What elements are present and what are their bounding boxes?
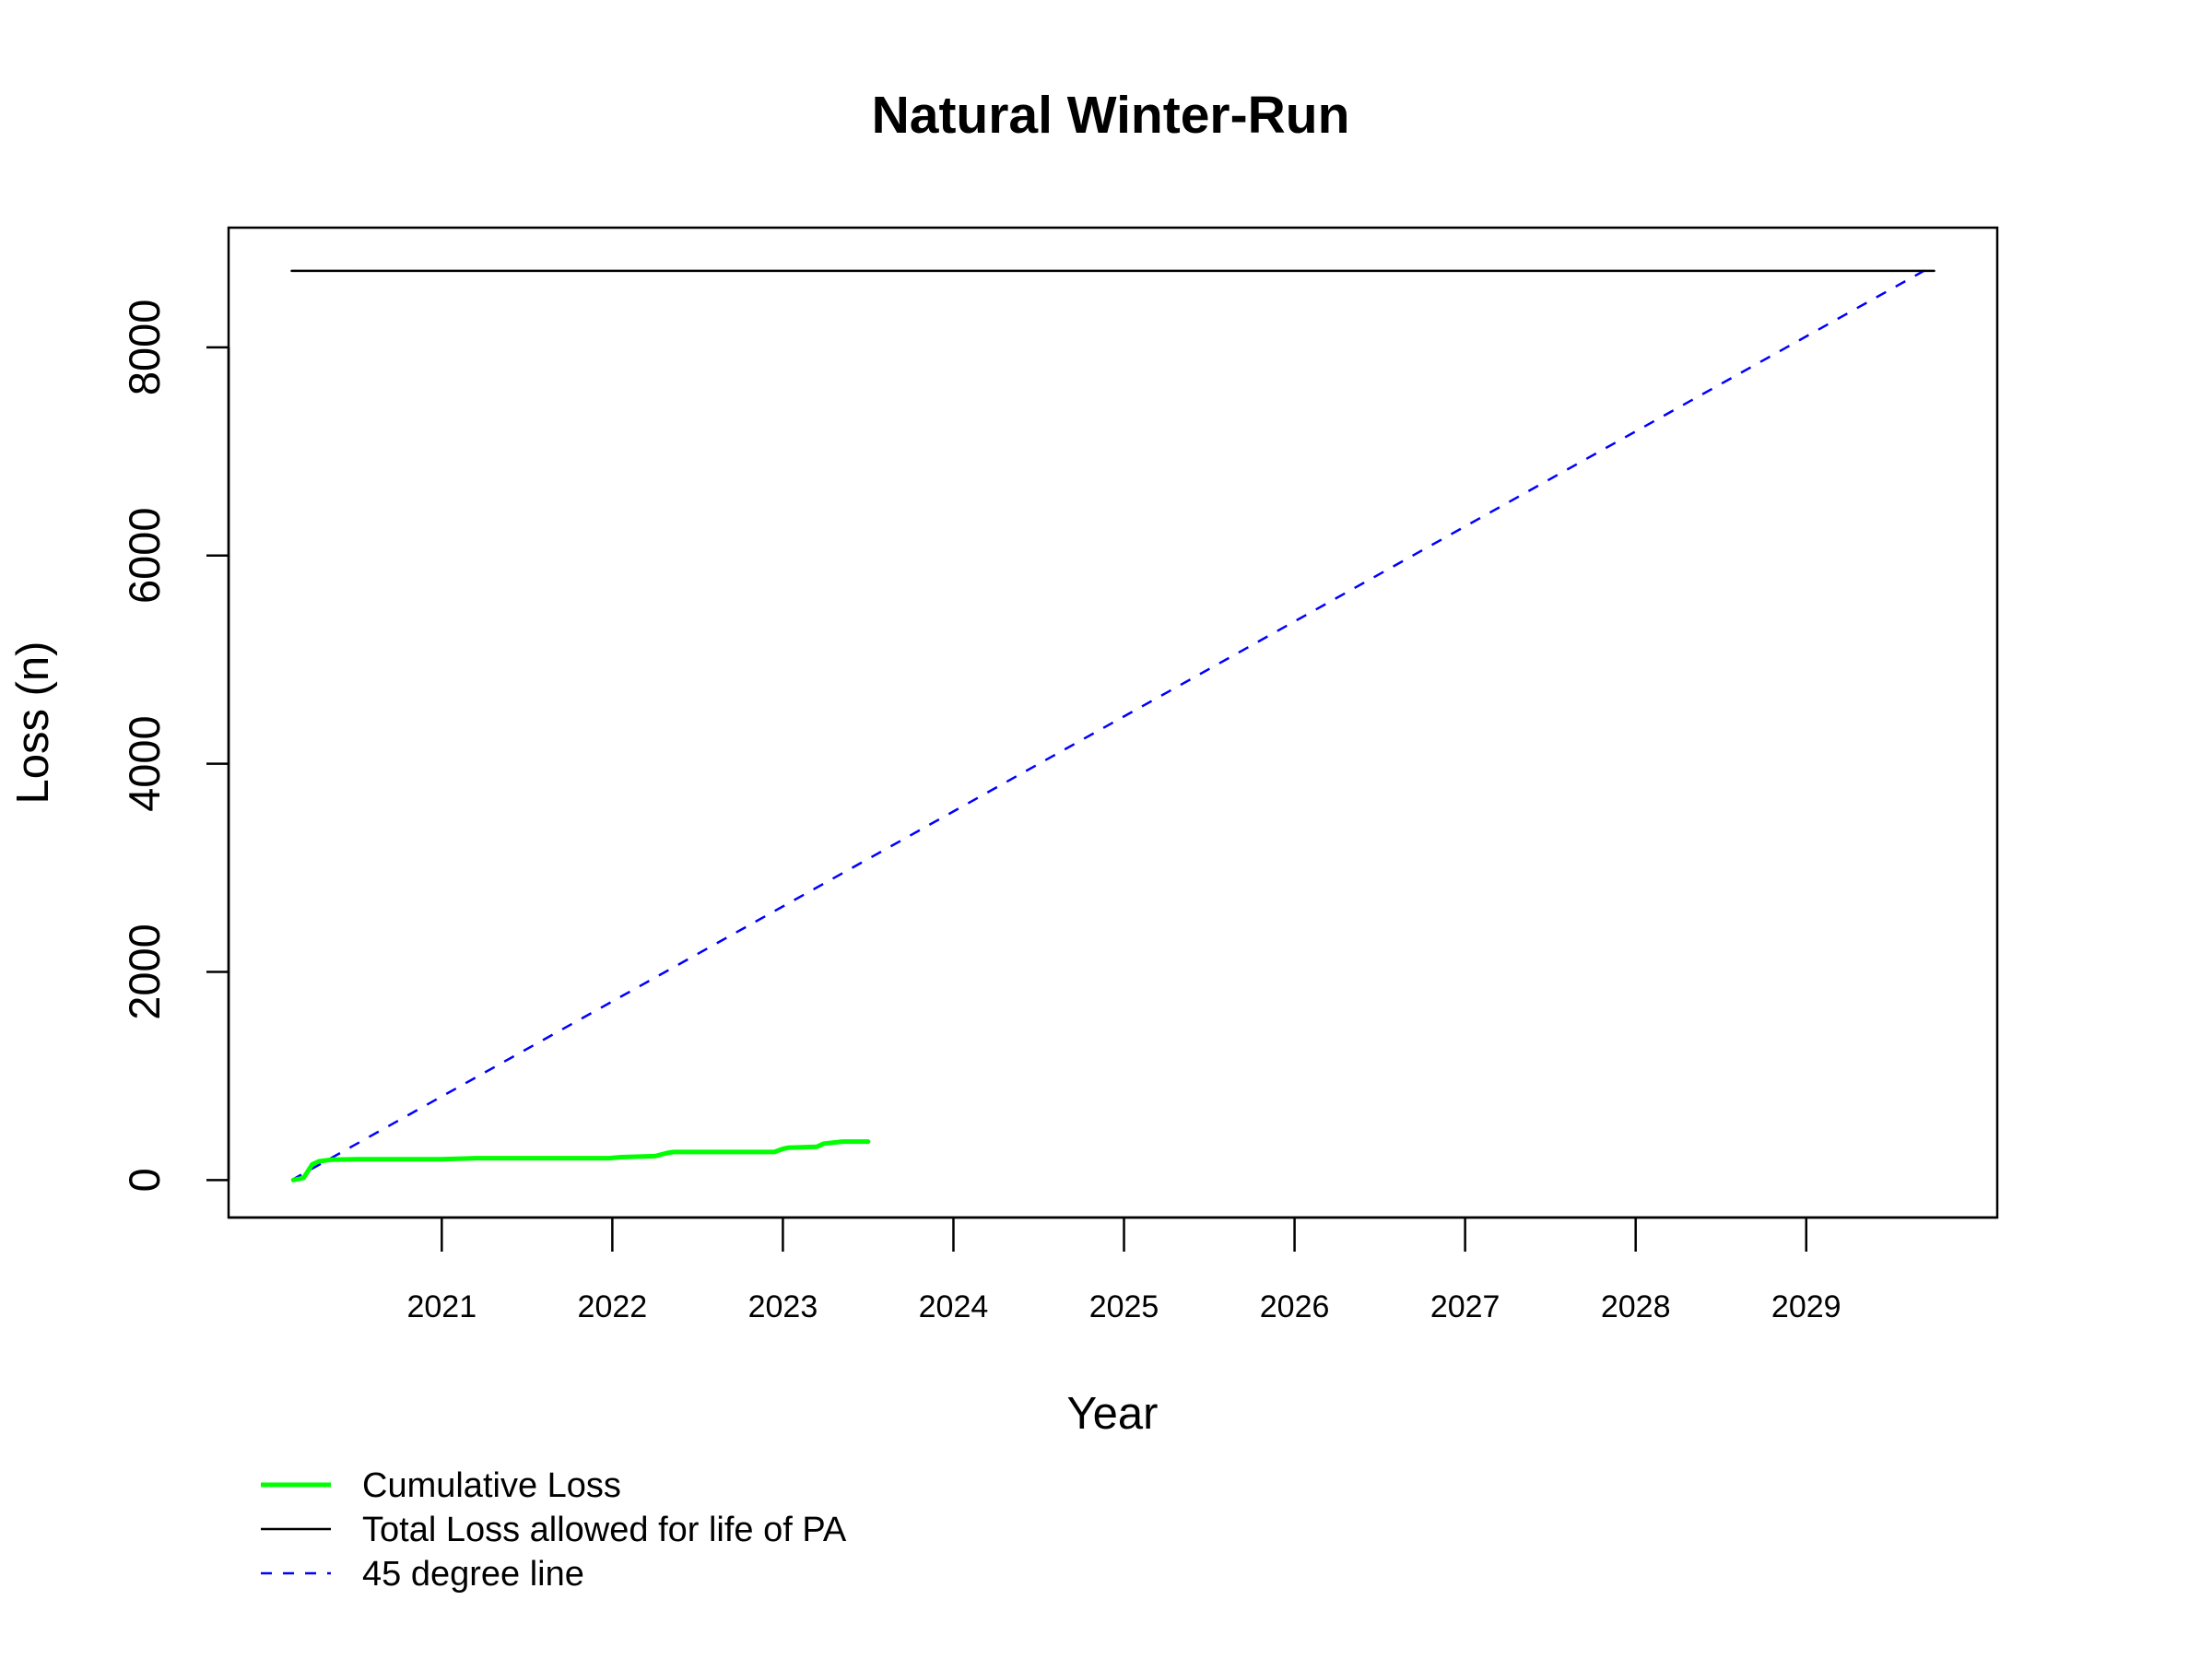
- x-axis-label: Year: [1066, 1389, 1158, 1439]
- legend-label-0: Cumulative Loss: [362, 1466, 621, 1505]
- series-layer: [290, 264, 1936, 1182]
- chart-title: Natural Winter-Run: [872, 86, 1350, 145]
- series-line-2: [290, 264, 1936, 1182]
- legend-label-1: Total Loss allowed for life of PA: [362, 1511, 847, 1549]
- x-tick-label: 2025: [1089, 1289, 1159, 1324]
- x-tick-label: 2028: [1601, 1289, 1671, 1324]
- x-tick-label: 2029: [1771, 1289, 1841, 1324]
- x-tick-label: 2023: [748, 1289, 818, 1324]
- x-tick-label: 2022: [578, 1289, 648, 1324]
- legend: Cumulative Loss Total Loss allowed for li…: [261, 1466, 847, 1594]
- x-axis: 2021 2022 2023 2024 2025 2026 2027 2028 2029: [229, 1216, 1997, 1324]
- x-tick-label: 2026: [1260, 1289, 1330, 1324]
- x-tick-label: 2024: [919, 1289, 989, 1324]
- y-axis: 0 2000 4000 6000 8000: [120, 300, 230, 1192]
- y-tick-label: 2000: [120, 924, 169, 1020]
- y-axis-label: Loss (n): [8, 641, 58, 804]
- y-tick-label: 6000: [120, 507, 169, 604]
- legend-label-2: 45 degree line: [362, 1555, 584, 1594]
- x-tick-label: 2021: [406, 1289, 477, 1324]
- x-tick-label: 2027: [1430, 1289, 1500, 1324]
- y-tick-label: 0: [120, 1168, 169, 1192]
- series-line-0: [290, 1139, 871, 1182]
- y-tick-label: 8000: [120, 300, 169, 396]
- y-tick-label: 4000: [120, 715, 169, 812]
